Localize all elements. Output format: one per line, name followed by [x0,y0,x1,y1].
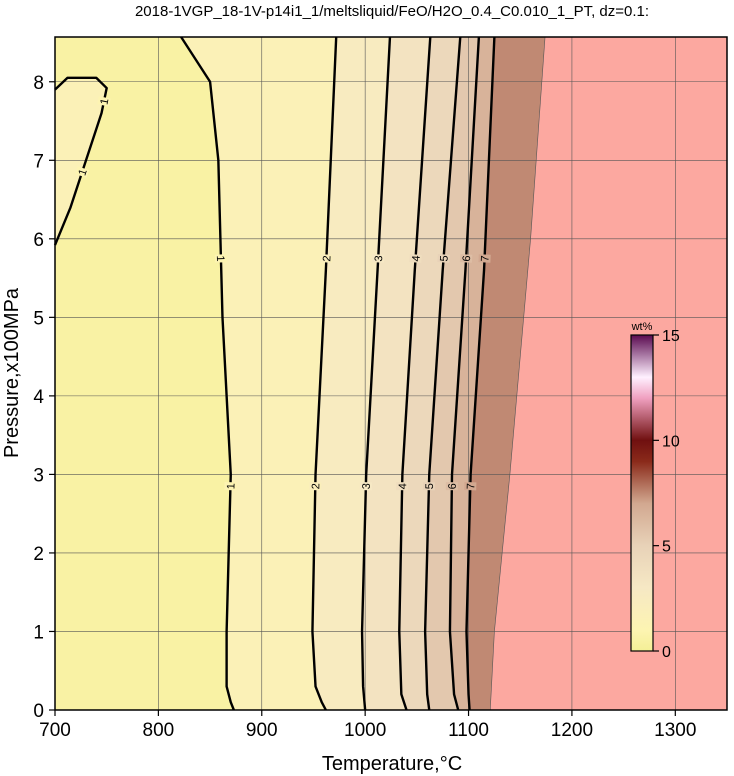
y-tick-label: 0 [33,701,44,722]
y-tick-label: 8 [33,73,44,94]
x-tick-label: 700 [39,720,71,741]
contour-label-bg [75,166,90,178]
contour-label: 1 [214,255,226,261]
contour-fill [449,37,495,710]
contour-line [311,36,338,711]
contour-label: 6 [447,483,459,489]
y-tick-label: 1 [33,622,44,643]
contour-label-bg [422,482,436,491]
colorbar-tick-label: 15 [662,328,680,345]
contour-label-bg [371,254,385,263]
x-tick-label: 1100 [448,720,489,741]
contour-line [180,36,235,711]
contour-label: 1 [225,483,237,489]
contour-label: 5 [438,255,450,262]
colorbar [630,334,654,652]
x-tick-label: 1200 [551,720,593,741]
y-tick-label: 4 [33,387,44,408]
contour-label-bg [396,482,409,491]
contour-label-bg [309,482,322,491]
x-tick-label: 1300 [654,720,696,741]
contour-fill [362,37,431,710]
contour-label: 2 [310,483,322,489]
y-tick-label: 6 [33,230,44,251]
melt-boundary [489,36,546,711]
contour-label: 1 [76,168,89,178]
contour-fill [55,77,107,246]
plot-frame [54,36,728,711]
contour-label-bg [464,482,477,491]
contour-label-bg [214,254,228,263]
contour-line [423,36,462,711]
contour-label-bg [437,254,450,263]
contour-label-bg [224,482,237,491]
y-axis-label: Pressure,x100MPa [1,287,23,458]
contour-fill [55,37,234,710]
contour-fill [399,37,461,710]
contour-line [360,36,392,711]
contour-label: 4 [397,483,409,489]
contour-label: 4 [410,255,422,262]
x-tick-label: 800 [143,720,175,741]
colorbar-title: wt% [631,321,653,333]
contour-label: 7 [479,255,491,262]
contour-label: 5 [424,483,436,489]
contour-label-bg [97,96,111,107]
y-tick-label: 3 [33,465,44,486]
contour-line [398,36,432,711]
contour-fill [466,37,546,710]
y-tick-label: 7 [33,151,44,172]
contour-fill [425,37,479,710]
contour-label-bg [409,254,422,263]
contour-line [465,36,496,711]
contour-label: 3 [373,255,385,262]
contour-label: 1 [98,97,111,105]
contour-label: 2 [321,255,333,262]
contour-label: 3 [361,483,373,489]
colorbar-tick-label: 10 [662,433,680,450]
x-tick-label: 900 [246,720,278,741]
colorbar-tick-label: 5 [662,539,671,556]
contour-label-bg [445,482,458,491]
contour-label-bg [359,482,372,491]
chart-title: 2018-1VGP_18-1V-p14i1_1/meltsliquid/FeO/… [135,3,649,20]
x-axis-label: Temperature,°C [322,753,462,775]
contour-line [448,36,481,711]
y-tick-label: 5 [33,308,44,329]
fills [55,37,727,710]
contour-label-bg [478,254,491,263]
contour-fill [312,37,390,710]
y-tick-label: 2 [33,544,44,565]
contour-label: 6 [461,255,473,262]
contour-label-bg [320,254,333,263]
contour-label: 7 [465,483,477,489]
contour-label-bg [459,254,473,263]
colorbar-tick-label: 0 [662,644,671,661]
x-tick-label: 1000 [344,720,386,741]
